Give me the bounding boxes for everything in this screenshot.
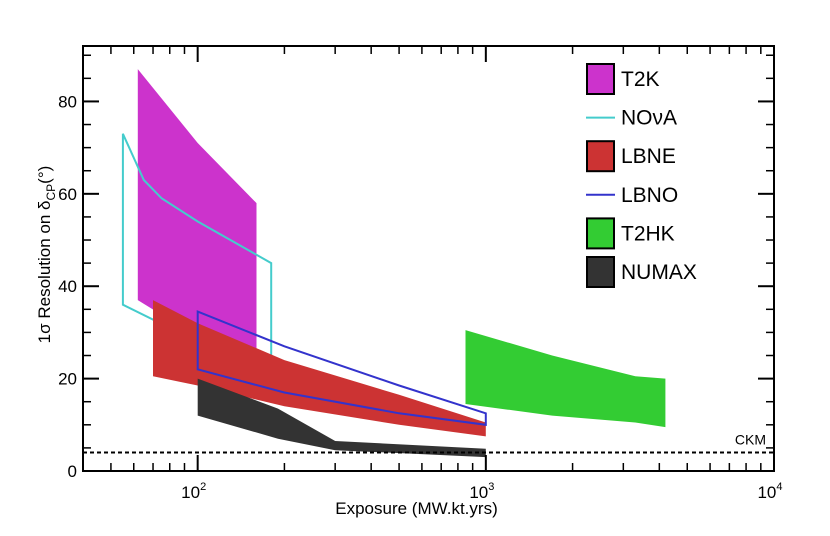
- ckm-label: CKM: [735, 432, 766, 448]
- series-numax-band: [197, 378, 486, 458]
- series-layer: [121, 69, 666, 458]
- y-tick-label: 40: [58, 277, 77, 296]
- y-tick-label: 80: [58, 92, 77, 111]
- y-axis-title-subscript: CP: [44, 184, 58, 201]
- legend-label-numax: NUMAX: [621, 261, 697, 284]
- legend-swatch-numax: [586, 256, 615, 288]
- legend-label-lbno: LBNO: [621, 184, 678, 207]
- plot-frame: [82, 45, 775, 472]
- x-tick-label-exponent: 2: [200, 481, 206, 493]
- x-tick-label-base: 10: [469, 483, 488, 502]
- legend-label-lbne: LBNE: [621, 145, 676, 168]
- ticks-layer: [83, 46, 774, 471]
- series-no-a-outline: [121, 133, 273, 371]
- x-tick-label-exponent: 4: [776, 481, 782, 493]
- y-tick-label: 60: [58, 185, 77, 204]
- legend-label-t2k: T2K: [621, 68, 660, 91]
- x-tick-label: 104: [757, 481, 782, 502]
- x-tick-label: 103: [469, 481, 494, 502]
- y-tick-label: 20: [58, 370, 77, 389]
- legend-label-t2hk: T2HK: [621, 222, 675, 245]
- y-axis-title: 1σ Resolution on δCP(°): [35, 166, 58, 344]
- y-axis-title-prefix: 1σ Resolution on δ: [35, 200, 54, 343]
- legend-swatch-t2k: [586, 63, 615, 95]
- x-tick-label-base: 10: [757, 483, 776, 502]
- legend-swatch-lbne: [586, 140, 615, 173]
- series-lbne-band: [153, 300, 486, 437]
- legend-swatch-t2hk: [586, 217, 615, 250]
- y-tick-label: 0: [68, 462, 77, 481]
- reference-layer: CKM: [83, 432, 774, 454]
- series-lbno-outline: [196, 310, 487, 426]
- x-tick-label: 102: [181, 481, 206, 502]
- x-tick-label-exponent: 3: [488, 481, 494, 493]
- legend-label-no-a: NOνA: [621, 107, 677, 130]
- x-axis-title: Exposure (MW.kt.yrs): [335, 499, 497, 518]
- series-t2hk-band: [465, 330, 666, 428]
- y-axis-title-suffix: (°): [35, 166, 54, 184]
- series-t2k-band: [137, 69, 257, 356]
- legend: T2K NOνA LBNE LBNO T2HK NUMAX: [586, 63, 697, 288]
- x-tick-label-base: 10: [181, 483, 200, 502]
